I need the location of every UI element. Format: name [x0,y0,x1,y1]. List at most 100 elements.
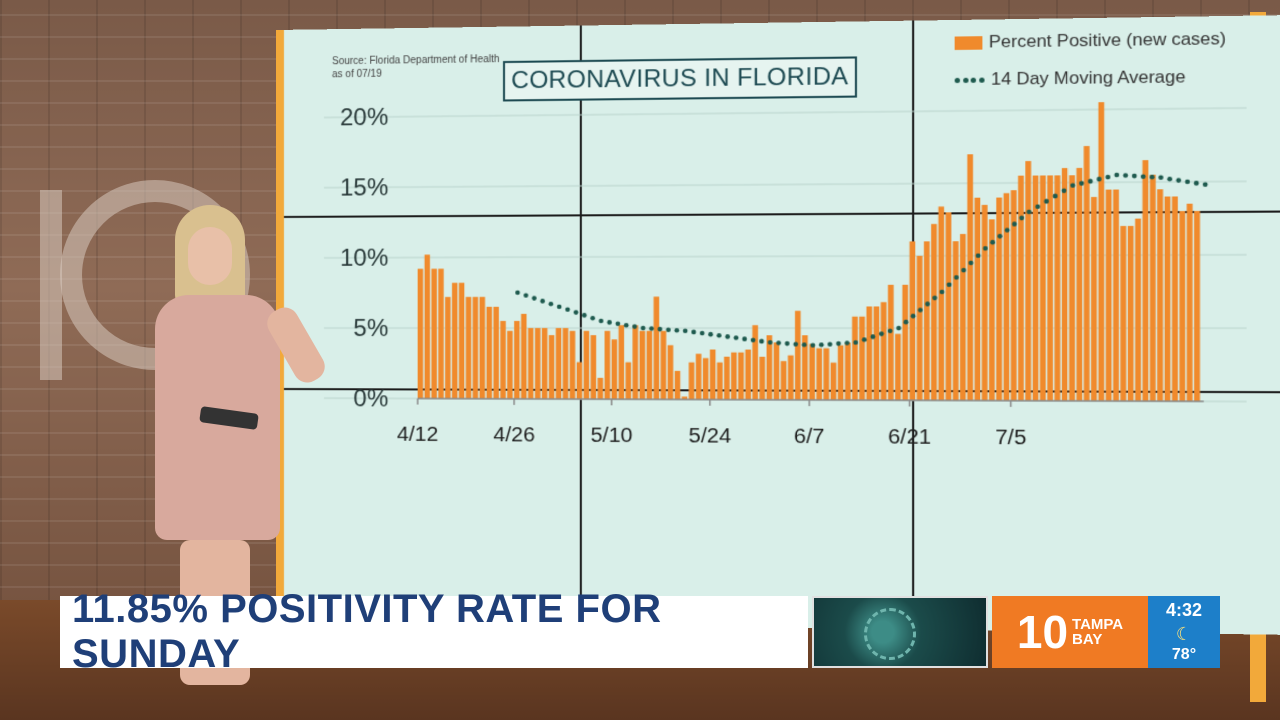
bar [689,362,695,399]
bar [598,378,604,399]
moving-average-point [793,342,798,347]
bar [1165,197,1171,402]
moving-average-point [940,290,945,295]
station-logo: 10 TAMPA BAY [992,596,1148,668]
y-tick-label: 10% [340,245,388,272]
moving-average-point [1150,175,1155,180]
moving-average-point [954,275,959,280]
moving-average-point [574,310,579,315]
legend-dots-swatch [955,77,985,83]
bar [445,297,450,399]
moving-average-point [925,302,930,307]
bar [1091,197,1097,401]
legend-bar-label: Percent Positive (new cases) [989,29,1226,53]
bar [1084,146,1090,401]
headline-text: 11.85% POSITIVITY RATE FOR SUNDAY [72,587,808,677]
moving-average-point [1019,216,1024,221]
moving-average-point [947,282,952,287]
bar [556,328,562,399]
moving-average-point [1012,222,1017,227]
bar [647,331,653,399]
moving-average-point [691,330,696,335]
moving-average-point [776,341,781,346]
moving-average-point [896,326,901,331]
bar [888,285,894,400]
moving-average-point [768,340,773,345]
bar [745,350,751,400]
bar [824,348,830,400]
bar [549,335,555,399]
moving-average-point [810,343,815,348]
bar [910,241,916,400]
bar [788,355,794,400]
bar [535,328,541,399]
moving-average-point [532,296,537,301]
moving-average-point [879,331,884,336]
moving-average-point [1194,181,1199,186]
presenter-face [188,227,232,285]
bar [1025,161,1031,401]
moving-average-point [717,333,722,338]
time-weather-box: 4:32 ☾ 78° [1148,596,1220,668]
moving-average-point [1132,174,1137,179]
bar [960,234,966,401]
bar [633,325,639,399]
moving-average-point [674,328,679,333]
bar [1135,219,1141,402]
moving-average-point [983,246,988,251]
moving-average-point [751,338,756,343]
moving-average-point [1097,177,1102,182]
moving-average-point [785,341,790,346]
video-wall-screen: Source: Florida Department of Health as … [276,15,1280,636]
bar [838,345,844,400]
moving-average-point [836,341,841,346]
moon-icon: ☾ [1176,625,1192,643]
bar [542,328,548,399]
y-tick-label: 5% [353,315,388,342]
moving-average-point [565,307,570,312]
moving-average-point [1114,173,1119,178]
bar [1157,189,1163,401]
lower-third-banner: 11.85% POSITIVITY RATE FOR SUNDAY 10 TAM… [60,596,1220,668]
bar [591,335,597,399]
bar [931,224,937,400]
moving-average-point [1203,182,1208,187]
bar [989,219,995,400]
bar [816,348,822,400]
bar [480,297,485,399]
moving-average-point [1088,179,1093,184]
bar [1069,175,1075,401]
moving-average-point [870,334,875,339]
bar [703,358,709,399]
bar [975,198,981,401]
bar [418,269,423,399]
moving-average-point [540,299,545,304]
bar [874,306,880,400]
moving-average-point [683,329,688,334]
bar [570,331,576,399]
moving-average-point [1005,228,1010,233]
x-tick-label: 4/12 [397,423,438,446]
bar [996,198,1002,401]
y-tick-label: 20% [340,104,388,132]
chart-plot: 0%5%10%15%20%4/12 4/26 5/10 5/24 6/7 6/21 7/5 [284,15,1280,636]
bar [459,283,464,399]
moving-average-point [1035,204,1040,209]
background-logo-bar [40,190,62,380]
bar [675,371,681,400]
bar [924,241,930,400]
bar [953,241,959,400]
bar [1142,160,1148,401]
bar [1062,168,1068,401]
bar [866,306,872,400]
moving-average-point [968,261,973,266]
bar [507,331,512,399]
clock-time: 4:32 [1166,600,1202,621]
moving-average-point [615,321,620,326]
bar [731,352,737,399]
moving-average-point [1044,199,1049,204]
virus-icon [864,608,916,660]
moving-average-point [1167,177,1172,182]
moving-average-point [888,329,893,334]
bar [781,361,787,400]
